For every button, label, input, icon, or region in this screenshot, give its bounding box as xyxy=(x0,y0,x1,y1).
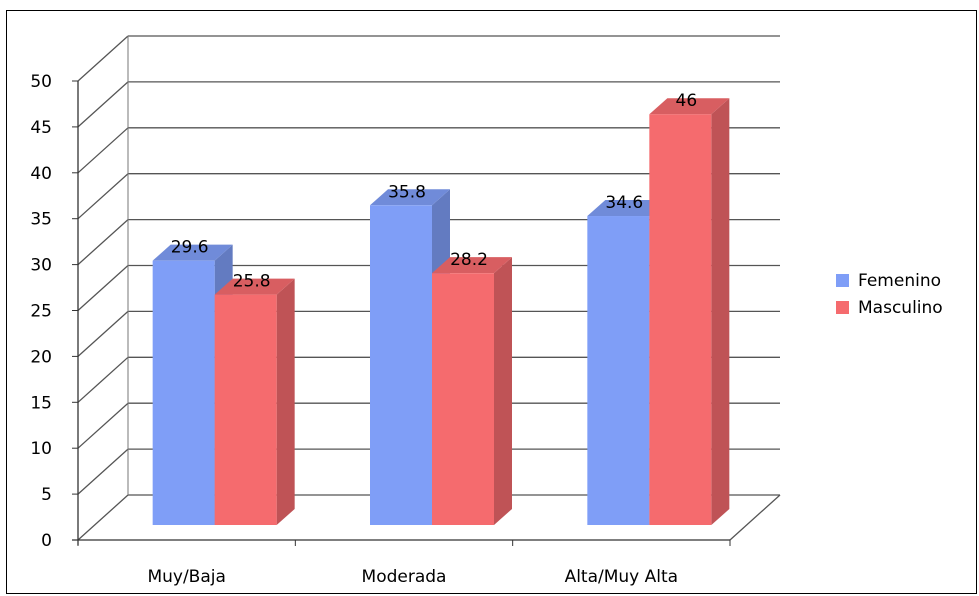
y-tick-label: 30 xyxy=(30,256,52,276)
y-tick-label: 15 xyxy=(30,393,52,413)
legend-swatch xyxy=(836,301,849,314)
bar-side xyxy=(494,257,512,525)
bar xyxy=(214,294,277,525)
legend-swatch xyxy=(836,274,849,287)
side-gridline xyxy=(77,265,129,311)
side-gridline xyxy=(77,402,129,449)
y-tick-label: 40 xyxy=(30,164,52,184)
bar-side xyxy=(711,98,730,525)
bar-side xyxy=(276,278,295,525)
y-tick-label: 50 xyxy=(30,72,52,92)
bar-top xyxy=(432,257,512,274)
legend-label: Femenino xyxy=(858,271,941,291)
side-gridline xyxy=(77,494,129,541)
x-tick-label: Muy/Baja xyxy=(147,567,225,587)
y-tick-label: 20 xyxy=(30,347,52,367)
y-tick-label: 5 xyxy=(41,485,52,505)
bar xyxy=(152,260,215,525)
legend-label: Masculino xyxy=(858,298,943,318)
y-tick-label: 35 xyxy=(30,210,52,230)
x-tick-label: Alta/Muy Alta xyxy=(565,567,679,587)
bar-top xyxy=(649,98,730,115)
side-gridline xyxy=(77,173,129,220)
data-label: 29.6 xyxy=(171,238,209,258)
side-gridline xyxy=(77,219,129,266)
y-tick-label: 10 xyxy=(30,439,52,459)
bar xyxy=(587,216,650,525)
x-tick-label: Moderada xyxy=(362,567,447,587)
y-tick-label: 25 xyxy=(30,302,52,322)
bar xyxy=(649,114,712,525)
bar xyxy=(432,273,494,525)
bar-top xyxy=(214,278,295,295)
side-gridline xyxy=(77,356,129,403)
data-label: 34.6 xyxy=(605,193,643,213)
y-tick-label: 0 xyxy=(41,531,52,551)
side-gridline xyxy=(77,310,129,357)
floor-edge xyxy=(729,494,781,541)
y-tick-label: 45 xyxy=(30,118,52,138)
bar-top xyxy=(587,200,668,217)
data-label: 28.2 xyxy=(450,250,488,270)
data-label: 25.8 xyxy=(233,272,271,292)
side-gridline xyxy=(77,81,129,128)
side-gridline xyxy=(77,35,129,82)
bar-top xyxy=(370,189,450,206)
side-gridline xyxy=(77,127,129,174)
data-label: 35.8 xyxy=(388,182,426,202)
bar-top xyxy=(152,244,233,261)
side-gridline xyxy=(77,448,129,495)
data-label: 46 xyxy=(676,91,698,111)
bar xyxy=(370,205,432,525)
